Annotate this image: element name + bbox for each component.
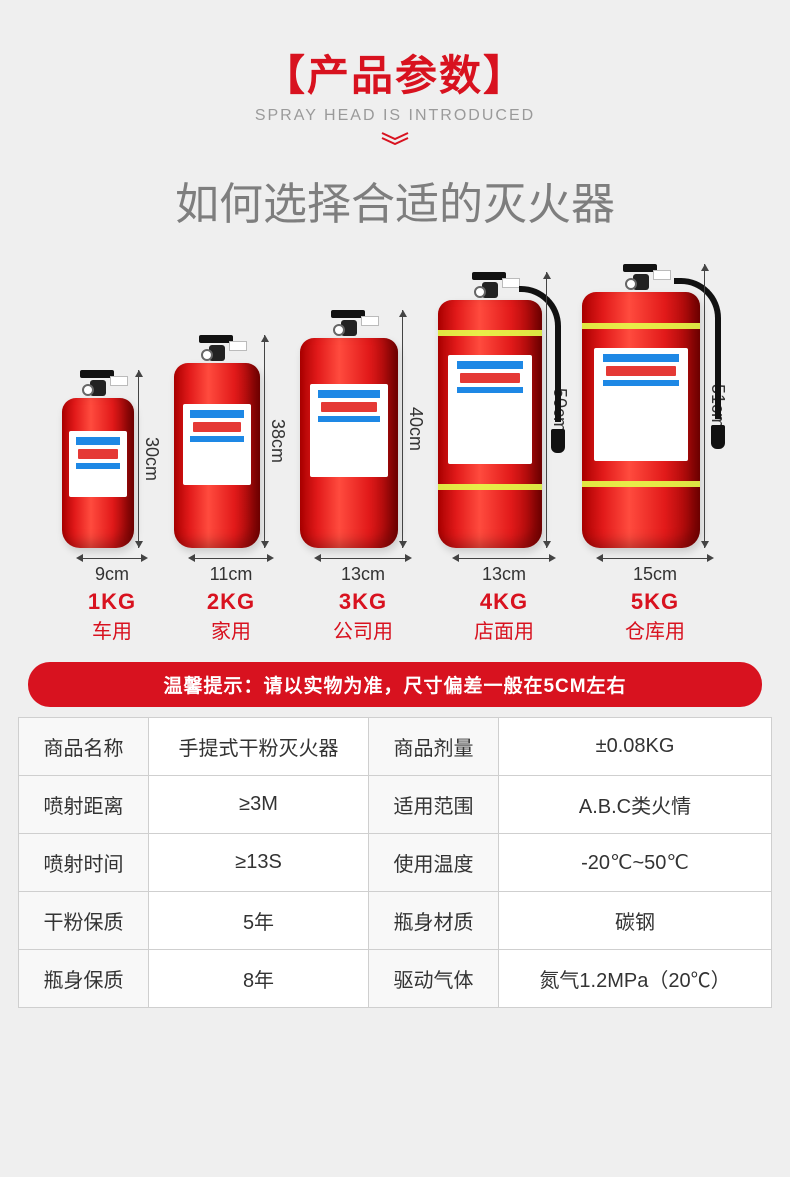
page-title: 【产品参数】: [0, 42, 790, 103]
table-cell: 瓶身材质: [369, 892, 499, 950]
extinguisher-illustration: [174, 335, 260, 548]
table-cell: A.B.C类火情: [499, 776, 772, 834]
table-cell: -20℃~50℃: [499, 834, 772, 892]
bracket-r: 】: [483, 52, 527, 99]
title-text: 产品参数: [307, 52, 483, 99]
weight-label: 2KG: [207, 589, 255, 615]
table-cell: 商品名称: [19, 718, 149, 776]
width-dimension: 11cm: [188, 554, 274, 585]
usage-label: 仓库用: [625, 615, 685, 644]
table-cell: 干粉保质: [19, 892, 149, 950]
height-dimension: 40cm: [402, 310, 426, 548]
usage-label: 店面用: [474, 615, 534, 644]
subtitle: SPRAY HEAD IS INTRODUCED: [0, 107, 790, 125]
product-item: 30cm 9cm 1KG车用: [62, 370, 162, 644]
product-item: 51cm15cm5KG仓库用: [582, 264, 728, 644]
width-dimension: 9cm: [76, 554, 148, 585]
table-cell: 商品剂量: [369, 718, 499, 776]
width-dimension: 13cm: [452, 554, 556, 585]
weight-label: 3KG: [339, 589, 387, 615]
table-cell: 碳钢: [499, 892, 772, 950]
width-label: 13cm: [341, 564, 385, 585]
table-cell: 喷射距离: [19, 776, 149, 834]
height-label: 38cm: [267, 419, 288, 463]
table-row: 瓶身保质8年驱动气体氮气1.2MPa（20℃）: [19, 950, 772, 1008]
width-label: 15cm: [633, 564, 677, 585]
question-heading: 如何选择合适的灭火器: [0, 168, 790, 232]
bracket-l: 【: [263, 52, 307, 99]
weight-label: 5KG: [631, 589, 679, 615]
extinguisher-illustration: [62, 370, 134, 548]
width-label: 9cm: [95, 564, 129, 585]
table-row: 喷射距离≥3M适用范围A.B.C类火情: [19, 776, 772, 834]
product-row: 30cm 9cm 1KG车用 38cm 11cm 2KG家用 40cm 13cm 3KG公司用 5…: [0, 264, 790, 644]
width-dimension: 15cm: [596, 554, 714, 585]
table-cell: 手提式干粉灭火器: [149, 718, 369, 776]
width-label: 11cm: [210, 564, 253, 585]
height-label: 30cm: [141, 437, 162, 481]
spec-table: 商品名称手提式干粉灭火器商品剂量±0.08KG喷射距离≥3M适用范围A.B.C类…: [18, 717, 772, 1008]
table-cell: 瓶身保质: [19, 950, 149, 1008]
table-cell: 驱动气体: [369, 950, 499, 1008]
table-row: 喷射时间≥13S使用温度-20℃~50℃: [19, 834, 772, 892]
width-label: 13cm: [482, 564, 526, 585]
weight-label: 1KG: [88, 589, 136, 615]
extinguisher-illustration: [438, 272, 542, 548]
usage-label: 车用: [92, 615, 132, 644]
table-cell: 8年: [149, 950, 369, 1008]
table-cell: 使用温度: [369, 834, 499, 892]
table-cell: ±0.08KG: [499, 718, 772, 776]
height-label: 40cm: [405, 407, 426, 451]
width-dimension: 13cm: [314, 554, 412, 585]
table-cell: ≥13S: [149, 834, 369, 892]
tip-banner: 温馨提示：请以实物为准，尺寸偏差一般在5CM左右: [28, 662, 762, 707]
header: 【产品参数】 SPRAY HEAD IS INTRODUCED 如何选择合适的灭…: [0, 0, 790, 232]
table-row: 干粉保质5年瓶身材质碳钢: [19, 892, 772, 950]
chevron-down-icon: [0, 131, 790, 150]
product-item: 40cm 13cm 3KG公司用: [300, 310, 426, 644]
extinguisher-illustration: [300, 310, 398, 548]
table-cell: 喷射时间: [19, 834, 149, 892]
extinguisher-illustration: [582, 264, 700, 548]
usage-label: 家用: [211, 615, 251, 644]
usage-label: 公司用: [333, 615, 393, 644]
height-dimension: 30cm: [138, 370, 162, 548]
height-dimension: 38cm: [264, 335, 288, 548]
table-row: 商品名称手提式干粉灭火器商品剂量±0.08KG: [19, 718, 772, 776]
table-cell: ≥3M: [149, 776, 369, 834]
product-item: 38cm 11cm 2KG家用: [174, 335, 288, 644]
table-cell: 氮气1.2MPa（20℃）: [499, 950, 772, 1008]
table-cell: 5年: [149, 892, 369, 950]
table-cell: 适用范围: [369, 776, 499, 834]
product-item: 50cm13cm4KG店面用: [438, 272, 570, 644]
weight-label: 4KG: [480, 589, 528, 615]
